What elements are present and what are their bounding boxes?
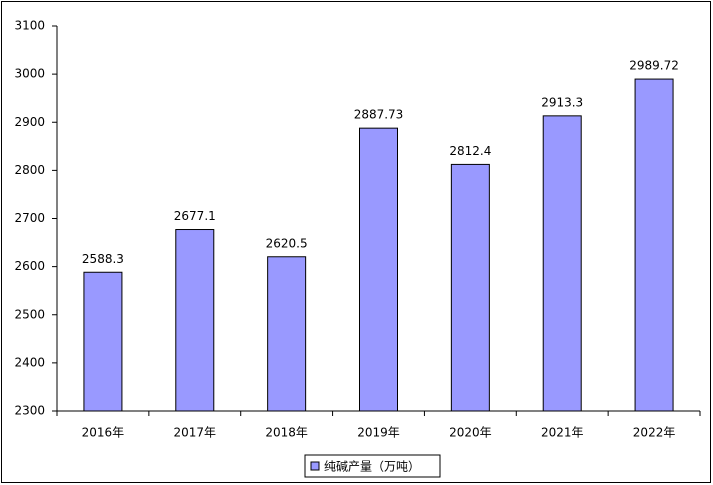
bar bbox=[175, 229, 215, 412]
x-tick-label: 2020年 bbox=[449, 426, 492, 440]
x-tick-label: 2022年 bbox=[633, 426, 676, 440]
value-label: 2620.5 bbox=[266, 236, 308, 250]
y-tick-label: 2400 bbox=[14, 355, 45, 369]
x-tick-label: 2016年 bbox=[82, 426, 125, 440]
bar bbox=[634, 78, 674, 412]
bar bbox=[450, 163, 490, 412]
x-tick-label: 2019年 bbox=[357, 426, 400, 440]
value-label: 2812.4 bbox=[449, 144, 491, 158]
y-tick-label: 3100 bbox=[14, 19, 45, 33]
value-label: 2887.73 bbox=[354, 108, 404, 122]
legend-label: 纯碱产量（万吨） bbox=[324, 460, 420, 474]
bar bbox=[359, 127, 398, 412]
legend-swatch bbox=[310, 461, 320, 471]
x-tick-label: 2017年 bbox=[174, 426, 217, 440]
bar bbox=[267, 256, 307, 412]
y-tick-label: 2700 bbox=[14, 211, 45, 225]
y-tick-label: 2600 bbox=[14, 259, 45, 273]
value-label: 2989.72 bbox=[629, 59, 679, 73]
bar bbox=[542, 115, 582, 412]
y-tick-label: 2900 bbox=[14, 115, 45, 129]
x-tick-label: 2021年 bbox=[541, 426, 584, 440]
value-label: 2677.1 bbox=[174, 209, 216, 223]
legend-box bbox=[304, 454, 441, 478]
value-label: 2913.3 bbox=[541, 95, 583, 109]
y-tick-label: 2300 bbox=[14, 404, 45, 418]
value-label: 2588.3 bbox=[82, 252, 124, 266]
y-tick-label: 2800 bbox=[14, 163, 45, 177]
bar bbox=[83, 271, 123, 412]
y-tick-label: 2500 bbox=[14, 307, 45, 321]
x-tick-label: 2018年 bbox=[265, 426, 308, 440]
y-tick-label: 3000 bbox=[14, 67, 45, 81]
